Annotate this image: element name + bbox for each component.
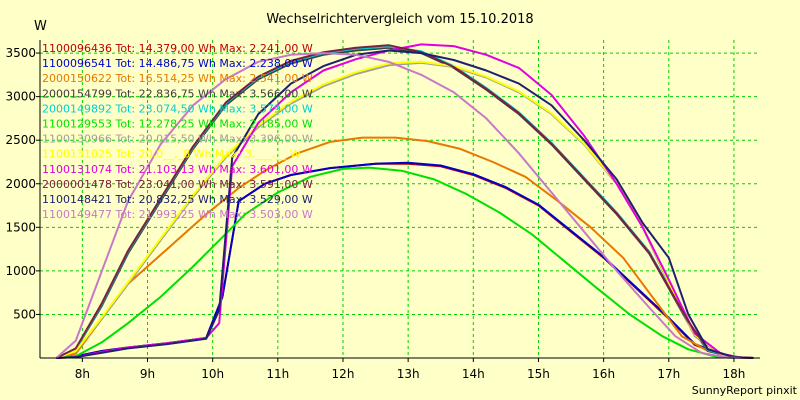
series-line-8 [55,60,754,359]
axes [39,40,760,359]
x-tick-label: 17h [657,367,680,381]
legend-entry-4: 2000154799 Tot: 22.836,75 Wh Max: 3.566,… [42,87,313,100]
legend-entry-6: 1100129553 Tot: 12.278,25 Wh Max: 2.185,… [42,118,313,131]
x-tick-label: 18h [722,367,745,381]
legend-entry-12: 1100149477 Tot: 21.993,25 Wh Max: 3.503,… [42,208,313,221]
y-tick-label: 3500 [5,46,36,60]
y-tick-label: 2000 [5,177,36,191]
x-tick-label: 13h [397,367,420,381]
series-line-6 [56,166,734,359]
legend-entry-3: 2000150622 Tot: 16.514,25 Wh Max: 2.541,… [42,72,313,85]
x-tick-label: 12h [332,367,355,381]
legend-entry-5: 2000149892 Tot: 23.074,50 Wh Max: 3.579,… [42,102,313,115]
legend-entry-7: 1100130966 Tot: 20.015,50 Wh Max: 3.396,… [42,133,313,146]
x-tick-label: 15h [527,367,550,381]
legend: 1100096436 Tot: 14.379,00 Wh Max: 2.241,… [42,42,313,221]
series-line-11 [56,49,754,359]
x-tick-label: 11h [266,367,289,381]
y-tick-label: 2500 [5,133,36,147]
x-tick-label: 10h [201,367,224,381]
grid [40,40,760,358]
y-tick-label: 500 [13,307,36,321]
chart-title: Wechselrichtervergleich vom 15.10.2018 [266,12,533,27]
y-axis-unit: W [34,19,47,34]
legend-entry-2: 1100096541 Tot: 14.486,75 Wh Max: 2.238,… [42,57,313,70]
legend-entry-9: 1100131074 Tot: 21.103,13 Wh Max: 3.601,… [42,163,313,176]
legend-entry-1: 1100096436 Tot: 14.379,00 Wh Max: 2.241,… [42,42,313,55]
series-line-12 [55,52,741,359]
footer-credit: SunnyReport pinxit [692,384,798,397]
series-line-3 [56,136,754,359]
x-tick-label: 16h [592,367,615,381]
legend-entry-11: 1100148421 Tot: 20.832,25 Wh Max: 3.529,… [42,193,313,206]
series-layer [55,43,754,359]
legend-entry-8: 1100131025 Tot: 20.0__,_8 Wh Max: 3.___,… [42,148,301,161]
tick-labels: 8h 9h 10h 11h 12h 13h 14h 15h 16h 17h 18h 500 1000 15… [5,46,745,381]
legend-entry-10: 2000001478 Tot: 23.041,00 Wh Max: 3.591,… [42,178,313,191]
y-tick-label: 1500 [5,220,36,234]
x-tick-label: 8h [75,367,90,381]
x-tick-label: 9h [140,367,155,381]
y-tick-label: 1000 [5,264,36,278]
x-tick-label: 14h [462,367,485,381]
y-tick-label: 3000 [5,90,36,104]
